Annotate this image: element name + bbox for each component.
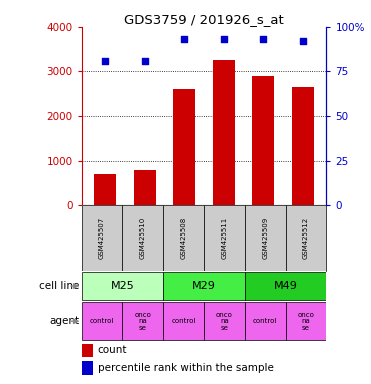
Bar [122,205,163,271]
Text: GSM425510: GSM425510 [140,217,146,259]
Point [300,38,306,44]
Text: onco
na
se: onco na se [298,312,315,331]
Bar [245,272,326,300]
Text: agent: agent [49,316,79,326]
Point [102,58,108,64]
Bar [204,205,245,271]
Text: percentile rank within the sample: percentile rank within the sample [98,363,273,373]
Bar [204,302,245,340]
Text: GSM425507: GSM425507 [99,217,105,259]
Text: GSM425511: GSM425511 [221,217,227,259]
Point [181,36,187,42]
Text: M49: M49 [274,281,298,291]
Text: GSM425512: GSM425512 [303,217,309,259]
Bar [134,170,156,205]
Bar [245,205,286,271]
Text: M29: M29 [192,281,216,291]
Bar [286,205,326,271]
Text: control: control [253,318,278,324]
Bar [213,60,235,205]
Bar [163,205,204,271]
Point [142,58,148,64]
Title: GDS3759 / 201926_s_at: GDS3759 / 201926_s_at [124,13,284,26]
Text: GSM425509: GSM425509 [262,217,268,259]
Bar [82,205,122,271]
Bar [95,174,116,205]
Text: onco
na
se: onco na se [134,312,151,331]
Bar [286,302,326,340]
Bar [82,272,163,300]
Bar [163,302,204,340]
Text: GSM425508: GSM425508 [181,217,187,259]
Bar [292,87,313,205]
Bar [174,89,195,205]
Point [260,36,266,42]
Text: M25: M25 [111,281,134,291]
Text: count: count [98,345,127,355]
Text: onco
na
se: onco na se [216,312,233,331]
Bar [245,302,286,340]
Text: cell line: cell line [39,281,79,291]
Text: control: control [90,318,114,324]
Bar [82,344,93,357]
Bar [163,272,245,300]
Bar [82,361,93,374]
Point [221,36,227,42]
Bar [122,302,163,340]
Text: control: control [171,318,196,324]
Bar [82,302,122,340]
Bar [252,76,274,205]
